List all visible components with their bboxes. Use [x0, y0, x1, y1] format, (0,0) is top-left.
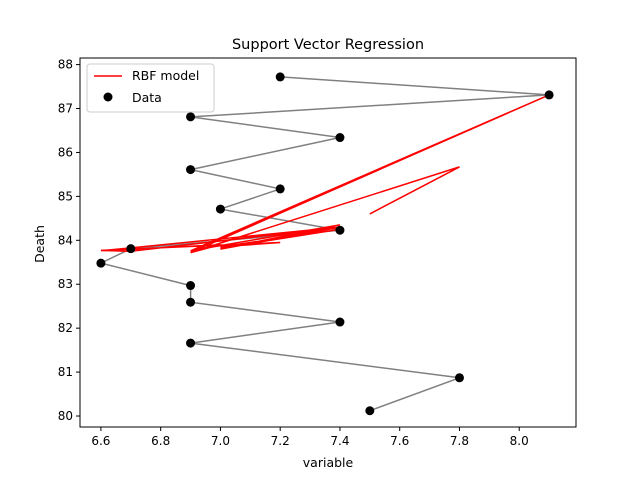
- data-point: [96, 258, 106, 268]
- y-tick-label: 81: [58, 365, 73, 379]
- x-axis-label: variable: [303, 455, 354, 470]
- rbf-model-line: [100, 94, 550, 254]
- x-tick-label: 6.6: [91, 434, 110, 448]
- y-tick-label: 83: [58, 277, 73, 291]
- data-point: [335, 133, 345, 143]
- x-tick-label: 7.8: [450, 434, 469, 448]
- data-point: [186, 281, 196, 291]
- data-point: [365, 406, 375, 416]
- legend: RBF model Data: [86, 63, 215, 113]
- x-tick-label: 7.2: [271, 434, 290, 448]
- x-tick-label: 8.0: [510, 434, 529, 448]
- x-tick-label: 7.4: [330, 434, 349, 448]
- x-tick-label: 7.6: [390, 434, 409, 448]
- y-tick-label: 84: [58, 233, 73, 247]
- axes-frame: [79, 57, 577, 428]
- data-point: [186, 165, 196, 175]
- plot-area: 6.6 6.8 7.0 7.2 7.4 7.6 7.8 8.0 80 81 82 83 84 85 86 87…: [58, 57, 577, 448]
- data-point: [275, 184, 285, 194]
- legend-swatch-data: [103, 92, 113, 102]
- data-point: [454, 373, 464, 383]
- y-tick-label: 87: [58, 102, 73, 116]
- data-point: [186, 297, 196, 307]
- x-tick-label: 6.8: [151, 434, 170, 448]
- x-tick-label: 7.0: [211, 434, 230, 448]
- y-tick-label: 80: [58, 409, 73, 423]
- data-point: [126, 244, 136, 254]
- data-point: [275, 72, 285, 82]
- y-tick-label: 82: [58, 321, 73, 335]
- y-tick-label: 85: [58, 189, 73, 203]
- y-axis-label: Death: [32, 225, 47, 263]
- data-point: [186, 112, 196, 122]
- data-point: [335, 317, 345, 327]
- data-point: [335, 225, 345, 235]
- chart-title: Support Vector Regression: [232, 37, 424, 53]
- data-point: [215, 204, 225, 214]
- y-tick-label: 88: [58, 58, 73, 72]
- y-tick-label: 86: [58, 145, 73, 159]
- legend-label-rbf-model: RBF model: [132, 68, 199, 83]
- data-point: [186, 338, 196, 348]
- legend-label-data: Data: [132, 90, 162, 105]
- data-point: [544, 90, 554, 100]
